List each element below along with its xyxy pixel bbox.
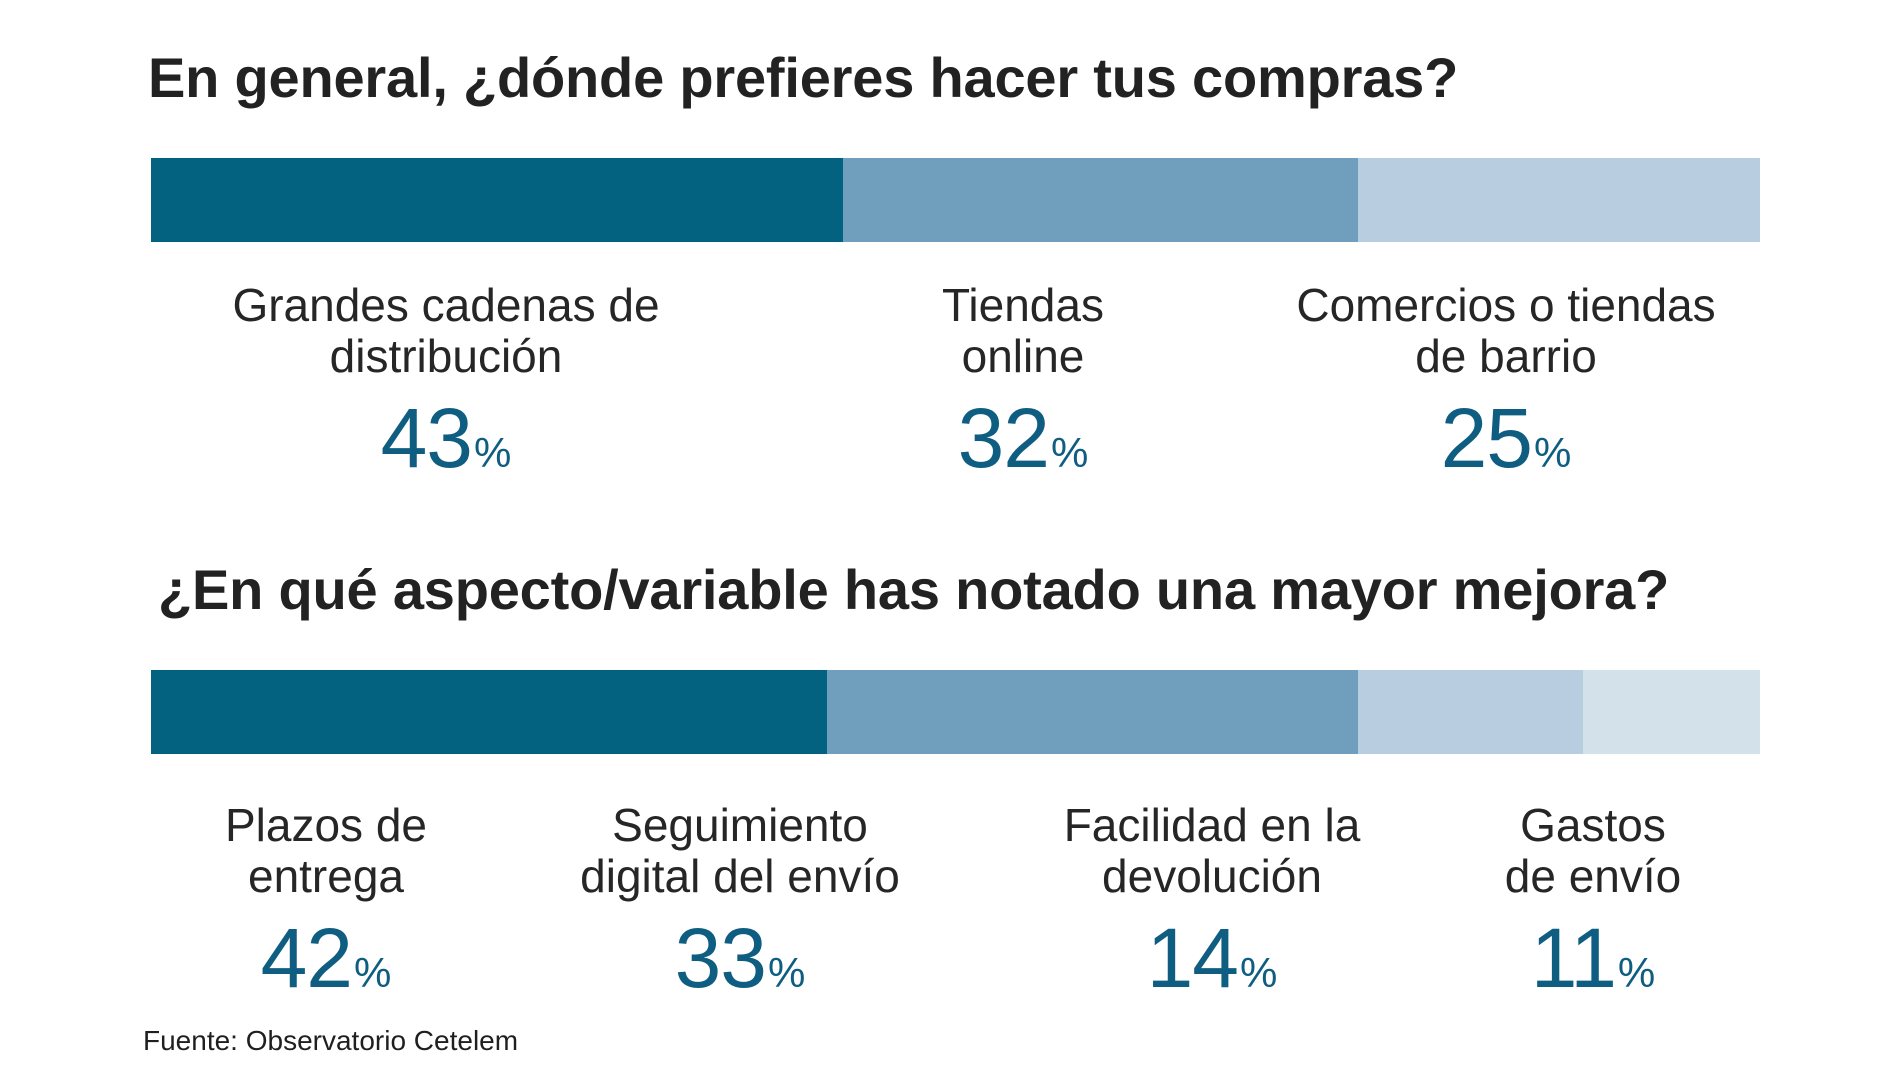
value-label: 11% (1463, 916, 1723, 1000)
bar-segment (842, 158, 1358, 242)
bar-segment (826, 670, 1358, 754)
segment-label: Gastos de envío 11% (1463, 799, 1723, 1001)
segment-label: Facilidad en la devolución 14% (1012, 799, 1412, 1001)
percentage-value: 42 (260, 911, 353, 1005)
percentage-value: 25 (1440, 391, 1533, 485)
segment-label: Plazos de entrega 42% (161, 799, 491, 1001)
segment-label: Tiendas online 32% (863, 279, 1183, 481)
stacked-bar-improvement (151, 670, 1760, 754)
percentage-value: 33 (674, 911, 767, 1005)
bar-segment (1357, 158, 1760, 242)
percent-sign: % (474, 429, 512, 476)
bar-segment (151, 670, 827, 754)
percent-sign: % (1240, 949, 1278, 996)
category-label: Comercios o tiendas de barrio (1296, 279, 1716, 382)
segment-label: Comercios o tiendas de barrio 25% (1246, 279, 1766, 481)
percent-sign: % (1534, 429, 1572, 476)
value-label: 42% (161, 916, 491, 1000)
category-label: Plazos de entrega (224, 799, 427, 902)
value-label: 25% (1246, 396, 1766, 480)
percent-sign: % (1617, 949, 1656, 996)
category-label: Tiendas online (942, 279, 1104, 382)
stacked-bar-where-shop (151, 158, 1760, 242)
value-label: 32% (863, 396, 1183, 480)
bar-segment (151, 158, 843, 242)
bar-segment (1582, 670, 1760, 754)
percentage-value: 14 (1146, 911, 1239, 1005)
percent-sign: % (354, 949, 392, 996)
category-label: Gastos de envío (1504, 799, 1682, 902)
percent-sign: % (768, 949, 806, 996)
category-label: Seguimiento digital del envío (580, 799, 900, 902)
segment-label: Seguimiento digital del envío 33% (530, 799, 950, 1001)
percentage-value: 43 (380, 391, 473, 485)
percentage-value: 11 (1530, 911, 1617, 1005)
source-note: Fuente: Observatorio Cetelem (143, 1025, 519, 1056)
percent-sign: % (1051, 429, 1089, 476)
bar-segment (1357, 670, 1583, 754)
category-label: Grandes cadenas de distribución (232, 279, 660, 382)
value-label: 43% (186, 396, 706, 480)
segment-label: Grandes cadenas de distribución 43% (186, 279, 706, 481)
chart-title-where-shop: En general, ¿dónde prefieres hacer tus c… (148, 46, 1459, 109)
category-label: Facilidad en la devolución (1063, 799, 1361, 902)
value-label: 33% (530, 916, 950, 1000)
chart-title-improvement: ¿En qué aspecto/variable has notado una … (158, 558, 1670, 621)
value-label: 14% (1012, 916, 1412, 1000)
percentage-value: 32 (957, 391, 1050, 485)
